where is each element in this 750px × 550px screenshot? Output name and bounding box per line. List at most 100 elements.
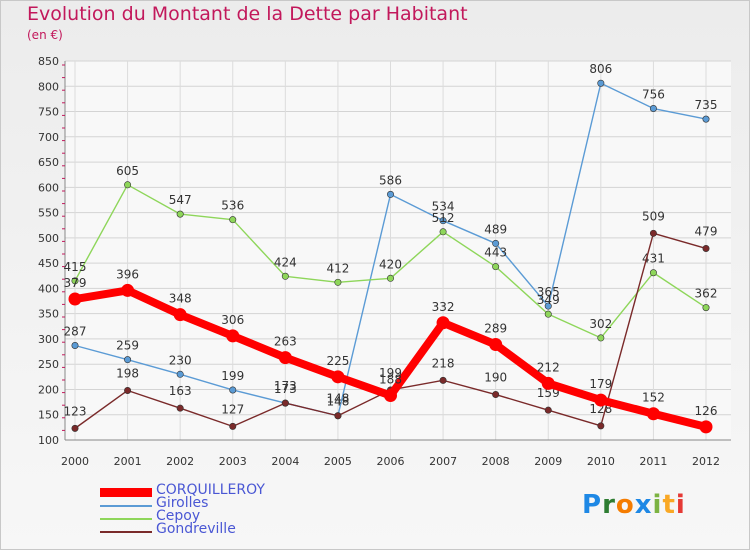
data-label-gondreville: 163 <box>169 384 192 398</box>
data-label-girolles: 259 <box>116 339 139 353</box>
data-label-cepoy: 302 <box>589 317 612 331</box>
data-label-corquilleroy: 332 <box>432 300 455 314</box>
data-label-gondreville: 479 <box>695 224 718 238</box>
proxiti-logo: Proxiti <box>582 490 686 520</box>
y-tick-label: 650 <box>38 156 59 169</box>
data-label-corquilleroy: 396 <box>116 267 139 281</box>
data-label-girolles: 199 <box>221 369 244 383</box>
legend-label: Girolles <box>156 495 209 511</box>
data-point-gondreville <box>702 244 710 252</box>
data-point-cepoy <box>702 304 710 312</box>
data-point-corquilleroy <box>68 292 82 306</box>
data-point-gondreville <box>124 386 132 394</box>
logo-letter: t <box>662 490 676 520</box>
y-tick-label: 500 <box>38 232 59 245</box>
y-tick-label: 800 <box>38 80 59 93</box>
chart-subtitle: (en €) <box>27 28 63 42</box>
y-tick-label: 450 <box>38 257 59 270</box>
x-tick-label: 2009 <box>534 455 562 468</box>
data-label-corquilleroy: 152 <box>642 391 665 405</box>
data-point-corquilleroy <box>699 420 713 434</box>
data-label-cepoy: 605 <box>116 164 139 178</box>
data-label-corquilleroy: 306 <box>221 313 244 327</box>
data-point-girolles <box>492 239 500 247</box>
data-point-corquilleroy <box>331 370 345 384</box>
data-point-girolles <box>71 342 79 350</box>
x-tick-label: 2004 <box>271 455 299 468</box>
legend-swatch <box>100 488 152 497</box>
data-point-corquilleroy <box>436 316 450 330</box>
x-tick-label: 2002 <box>166 455 194 468</box>
data-point-girolles <box>386 190 394 198</box>
data-label-girolles: 173 <box>274 382 297 396</box>
data-label-cepoy: 443 <box>484 246 507 260</box>
data-label-gondreville: 509 <box>642 209 665 223</box>
y-tick-label: 150 <box>38 409 59 422</box>
y-tick-label: 400 <box>38 282 59 295</box>
legend-label: CORQUILLEROY <box>156 482 265 498</box>
y-tick-label: 600 <box>38 181 59 194</box>
data-point-corquilleroy <box>594 393 608 407</box>
data-point-cepoy <box>649 269 657 277</box>
data-point-girolles <box>176 370 184 378</box>
data-point-girolles <box>544 302 552 310</box>
data-point-cepoy <box>71 277 79 285</box>
data-point-gondreville <box>439 376 447 384</box>
data-label-cepoy: 412 <box>326 261 349 275</box>
data-point-cepoy <box>386 274 394 282</box>
data-point-cepoy <box>597 334 605 342</box>
legend-swatch <box>100 531 152 533</box>
data-label-cepoy: 420 <box>379 257 402 271</box>
data-point-cepoy <box>544 310 552 318</box>
data-label-gondreville: 148 <box>326 392 349 406</box>
y-tick-label: 550 <box>38 207 59 220</box>
data-label-gondreville: 159 <box>537 386 560 400</box>
data-point-cepoy <box>492 263 500 271</box>
data-point-gondreville <box>544 406 552 414</box>
y-tick-label: 700 <box>38 131 59 144</box>
legend-item-corquilleroy: CORQUILLEROY <box>100 482 420 500</box>
data-label-girolles: 148 <box>326 395 349 409</box>
legend-swatch <box>100 505 152 507</box>
data-label-gondreville: 199 <box>379 366 402 380</box>
data-point-gondreville <box>492 391 500 399</box>
data-point-corquilleroy <box>226 329 240 343</box>
y-tick-label: 250 <box>38 358 59 371</box>
y-tick-label: 300 <box>38 333 59 346</box>
logo-letter: o <box>615 490 635 520</box>
data-point-girolles <box>702 115 710 123</box>
data-label-cepoy: 512 <box>432 211 455 225</box>
data-point-gondreville <box>334 412 342 420</box>
x-tick-label: 2001 <box>114 455 142 468</box>
legend-swatch <box>100 518 152 520</box>
data-point-gondreville <box>281 399 289 407</box>
data-point-girolles <box>124 356 132 364</box>
data-label-cepoy: 362 <box>695 287 718 301</box>
data-point-corquilleroy <box>278 351 292 365</box>
data-label-girolles: 287 <box>64 325 87 339</box>
data-point-girolles <box>597 79 605 87</box>
data-point-corquilleroy <box>646 407 660 421</box>
legend-label: Cepoy <box>156 508 201 524</box>
x-tick-label: 2005 <box>324 455 352 468</box>
x-tick-label: 2007 <box>429 455 457 468</box>
x-tick-label: 2008 <box>482 455 510 468</box>
data-label-cepoy: 536 <box>221 199 244 213</box>
data-point-gondreville <box>649 229 657 237</box>
data-label-girolles: 735 <box>695 98 718 112</box>
data-point-corquilleroy <box>384 389 397 403</box>
logo-letter: x <box>634 490 653 520</box>
data-point-cepoy <box>281 272 289 280</box>
y-tick-label: 100 <box>38 434 59 447</box>
data-label-corquilleroy: 179 <box>589 377 612 391</box>
x-tick-label: 2003 <box>219 455 247 468</box>
legend-label: Gondreville <box>156 521 236 537</box>
data-point-gondreville <box>597 422 605 430</box>
data-point-gondreville <box>176 404 184 412</box>
data-point-cepoy <box>439 228 447 236</box>
data-point-gondreville <box>229 422 237 430</box>
data-point-gondreville <box>71 424 79 432</box>
data-label-corquilleroy: 379 <box>64 276 87 290</box>
data-point-cepoy <box>334 278 342 286</box>
